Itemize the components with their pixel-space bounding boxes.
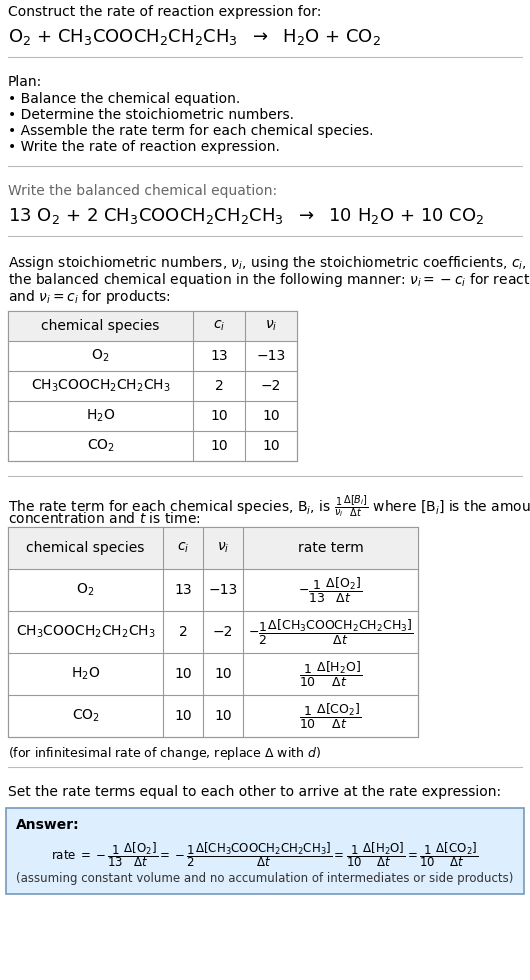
Text: • Write the rate of reaction expression.: • Write the rate of reaction expression. — [8, 140, 280, 154]
Text: 10: 10 — [174, 709, 192, 723]
Text: Answer:: Answer: — [16, 818, 80, 832]
Text: the balanced chemical equation in the following manner: $\nu_i = -c_i$ for react: the balanced chemical equation in the fo… — [8, 271, 530, 289]
FancyBboxPatch shape — [8, 527, 418, 569]
Text: $13\ \mathrm{O_2}$ + $2\ \mathrm{CH_3COOCH_2CH_2CH_3}$  $\rightarrow$  $10\ \mat: $13\ \mathrm{O_2}$ + $2\ \mathrm{CH_3COO… — [8, 206, 484, 226]
Text: chemical species: chemical species — [41, 319, 160, 333]
Text: • Assemble the rate term for each chemical species.: • Assemble the rate term for each chemic… — [8, 124, 374, 138]
FancyBboxPatch shape — [8, 311, 297, 341]
Text: −13: −13 — [208, 583, 237, 597]
Text: $\mathrm{CO_2}$: $\mathrm{CO_2}$ — [72, 708, 100, 724]
FancyBboxPatch shape — [8, 527, 418, 737]
Text: rate term: rate term — [298, 541, 364, 555]
Text: −13: −13 — [257, 349, 286, 363]
Text: $\mathrm{O_2}$: $\mathrm{O_2}$ — [76, 582, 95, 598]
Text: chemical species: chemical species — [26, 541, 145, 555]
Text: $-\dfrac{1}{13}\dfrac{\Delta[\mathrm{O_2}]}{\Delta t}$: $-\dfrac{1}{13}\dfrac{\Delta[\mathrm{O_2… — [298, 575, 363, 605]
Text: $\mathrm{O_2}$ + $\mathrm{CH_3COOCH_2CH_2CH_3}$  $\rightarrow$  $\mathrm{H_2O}$ : $\mathrm{O_2}$ + $\mathrm{CH_3COOCH_2CH_… — [8, 27, 381, 47]
Text: rate $= -\dfrac{1}{13}\dfrac{\Delta[\mathrm{O_2}]}{\Delta t} = -\dfrac{1}{2}\dfr: rate $= -\dfrac{1}{13}\dfrac{\Delta[\mat… — [51, 840, 479, 869]
Text: 13: 13 — [210, 349, 228, 363]
Text: $\mathrm{O_2}$: $\mathrm{O_2}$ — [91, 348, 110, 365]
Text: $c_i$: $c_i$ — [177, 541, 189, 556]
Text: and $\nu_i = c_i$ for products:: and $\nu_i = c_i$ for products: — [8, 288, 171, 306]
Text: 2: 2 — [179, 625, 188, 639]
Text: 10: 10 — [210, 409, 228, 423]
Text: 10: 10 — [210, 439, 228, 453]
Text: Set the rate terms equal to each other to arrive at the rate expression:: Set the rate terms equal to each other t… — [8, 785, 501, 799]
Text: −2: −2 — [213, 625, 233, 639]
Text: Assign stoichiometric numbers, $\nu_i$, using the stoichiometric coefficients, $: Assign stoichiometric numbers, $\nu_i$, … — [8, 254, 530, 272]
Text: $c_i$: $c_i$ — [213, 318, 225, 333]
Text: Write the balanced chemical equation:: Write the balanced chemical equation: — [8, 184, 277, 198]
Text: $\dfrac{1}{10}\dfrac{\Delta[\mathrm{H_2O}]}{\Delta t}$: $\dfrac{1}{10}\dfrac{\Delta[\mathrm{H_2O… — [299, 660, 362, 689]
Text: 13: 13 — [174, 583, 192, 597]
Text: 10: 10 — [214, 667, 232, 681]
Text: (assuming constant volume and no accumulation of intermediates or side products): (assuming constant volume and no accumul… — [16, 872, 514, 885]
Text: Construct the rate of reaction expression for:: Construct the rate of reaction expressio… — [8, 5, 321, 19]
Text: $\mathrm{CH_3COOCH_2CH_2CH_3}$: $\mathrm{CH_3COOCH_2CH_2CH_3}$ — [16, 624, 155, 640]
Text: $\mathrm{CO_2}$: $\mathrm{CO_2}$ — [86, 438, 114, 454]
Text: 2: 2 — [215, 379, 223, 393]
Text: $\mathrm{CH_3COOCH_2CH_2CH_3}$: $\mathrm{CH_3COOCH_2CH_2CH_3}$ — [31, 378, 170, 394]
Text: Plan:: Plan: — [8, 75, 42, 89]
Text: • Determine the stoichiometric numbers.: • Determine the stoichiometric numbers. — [8, 108, 294, 122]
Text: $\mathrm{H_2O}$: $\mathrm{H_2O}$ — [71, 665, 100, 682]
Text: • Balance the chemical equation.: • Balance the chemical equation. — [8, 92, 240, 106]
Text: 10: 10 — [214, 709, 232, 723]
Text: 10: 10 — [262, 439, 280, 453]
Text: The rate term for each chemical species, B$_i$, is $\frac{1}{\nu_i}\frac{\Delta[: The rate term for each chemical species,… — [8, 494, 530, 520]
Text: $\mathrm{H_2O}$: $\mathrm{H_2O}$ — [86, 408, 115, 424]
Text: $-\dfrac{1}{2}\dfrac{\Delta[\mathrm{CH_3COOCH_2CH_2CH_3}]}{\Delta t}$: $-\dfrac{1}{2}\dfrac{\Delta[\mathrm{CH_3… — [248, 617, 413, 647]
Text: $\nu_i$: $\nu_i$ — [217, 541, 229, 556]
Text: concentration and $t$ is time:: concentration and $t$ is time: — [8, 511, 201, 526]
FancyBboxPatch shape — [6, 808, 524, 894]
Text: (for infinitesimal rate of change, replace Δ with $d$): (for infinitesimal rate of change, repla… — [8, 745, 321, 762]
FancyBboxPatch shape — [8, 311, 297, 461]
Text: $\nu_i$: $\nu_i$ — [265, 318, 277, 333]
Text: 10: 10 — [174, 667, 192, 681]
Text: −2: −2 — [261, 379, 281, 393]
Text: $\dfrac{1}{10}\dfrac{\Delta[\mathrm{CO_2}]}{\Delta t}$: $\dfrac{1}{10}\dfrac{\Delta[\mathrm{CO_2… — [299, 702, 361, 730]
Text: 10: 10 — [262, 409, 280, 423]
